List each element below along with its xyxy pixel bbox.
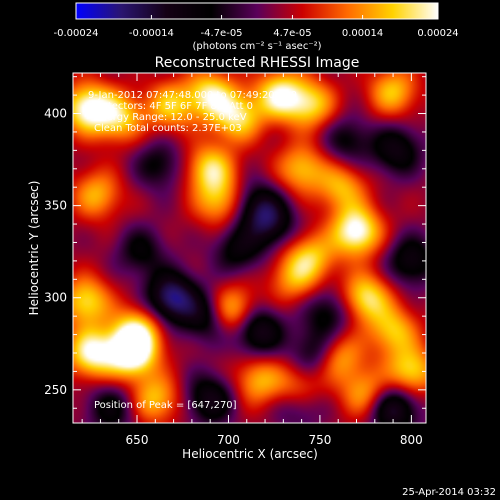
colorbar-tick-label: -4.7e-05 — [201, 28, 243, 39]
annotation-peak-position: Position of Peak = [647,270] — [94, 400, 237, 411]
axis-ticks — [73, 73, 426, 423]
colorbar-tick-label: 4.7e-05 — [273, 28, 311, 39]
y-axis-label: Heliocentric Y (arcsec) — [27, 181, 41, 316]
annotation-detectors: Detectors: 4F 5F 6F 7F 8F, Att 0 — [94, 101, 253, 112]
y-tick-label: 350 — [44, 199, 67, 213]
tick-labels: 650 700 750 800 250 300 350 400 — [44, 107, 423, 447]
colorbar-gradient — [75, 2, 439, 20]
plot-frame — [72, 72, 427, 424]
x-tick-label: 800 — [400, 433, 423, 447]
y-tick-label: 400 — [44, 107, 67, 121]
heatmap-image — [73, 73, 426, 423]
colorbar-tick-label: -0.00014 — [129, 28, 174, 39]
colorbar: -0.00024 -0.00014 -4.7e-05 4.7e-05 0.00014 0.… — [54, 2, 459, 52]
colorbar-unit-label: (photons cm⁻² s⁻¹ asec⁻²) — [192, 41, 321, 52]
colorbar-ticks: -0.00024 -0.00014 -4.7e-05 4.7e-05 0.00014 0.… — [54, 15, 459, 39]
y-tick-label: 300 — [44, 291, 67, 305]
x-tick-label: 650 — [126, 433, 149, 447]
x-tick-label: 750 — [308, 433, 331, 447]
annotation-energy: Energy Range: 12.0 - 25.0 keV — [94, 112, 247, 123]
footer-timestamp: 25-Apr-2014 03:32 — [402, 487, 496, 498]
colorbar-tick-label: 0.00014 — [342, 28, 383, 39]
annotation-clean: Clean Total counts: 2.37E+03 — [94, 123, 242, 134]
colorbar-tick-label: -0.00024 — [54, 28, 99, 39]
chart-title: Reconstructed RHESSI Image — [155, 55, 360, 71]
colorbar-tick-label: 0.00024 — [417, 28, 458, 39]
y-tick-label: 250 — [44, 383, 67, 397]
annotation-time-range: 9-Jan-2012 07:47:48.000 to 07:49:20.000 — [88, 90, 297, 101]
x-tick-label: 700 — [217, 433, 240, 447]
x-axis-label: Heliocentric X (arcsec) — [182, 447, 318, 461]
